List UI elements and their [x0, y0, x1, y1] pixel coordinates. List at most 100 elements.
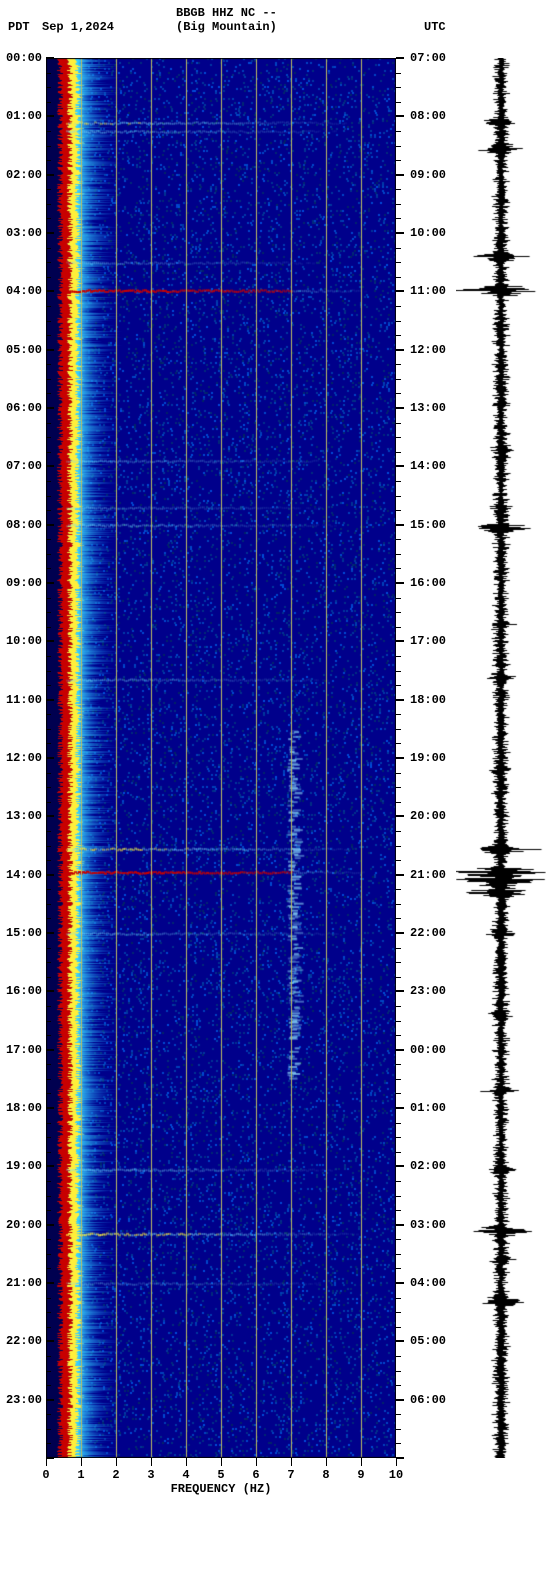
left-time-label: 08:00 — [0, 518, 42, 532]
left-minor-tick — [46, 1414, 51, 1415]
frequency-tick-label: 3 — [147, 1468, 154, 1482]
right-minor-tick — [396, 481, 401, 482]
left-minor-tick — [46, 1137, 51, 1138]
left-minor-tick — [46, 437, 51, 438]
right-minor-tick — [396, 1210, 401, 1211]
right-major-tick — [396, 815, 404, 817]
right-minor-tick — [396, 846, 401, 847]
right-minor-tick — [396, 73, 401, 74]
left-major-tick — [46, 232, 54, 234]
left-time-label: 14:00 — [0, 868, 42, 882]
right-minor-tick — [396, 918, 401, 919]
left-minor-tick — [46, 554, 51, 555]
right-minor-tick — [396, 714, 401, 715]
right-time-label: 05:00 — [410, 1334, 456, 1348]
left-minor-tick — [46, 452, 51, 453]
right-time-label: 13:00 — [410, 401, 456, 415]
right-major-tick — [396, 1340, 404, 1342]
left-minor-tick — [46, 787, 51, 788]
left-major-tick — [46, 290, 54, 292]
right-time-label: 22:00 — [410, 926, 456, 940]
left-minor-tick — [46, 904, 51, 905]
right-major-tick — [396, 1457, 404, 1459]
right-minor-tick — [396, 1385, 401, 1386]
left-major-tick — [46, 174, 54, 176]
left-time-label: 20:00 — [0, 1218, 42, 1232]
left-minor-tick — [46, 379, 51, 380]
right-minor-tick — [396, 568, 401, 569]
left-major-tick — [46, 640, 54, 642]
left-major-tick — [46, 1282, 54, 1284]
right-time-label: 08:00 — [410, 109, 456, 123]
right-minor-tick — [396, 627, 401, 628]
frequency-tick — [221, 1458, 222, 1466]
left-time-label: 17:00 — [0, 1043, 42, 1057]
right-minor-tick — [396, 262, 401, 263]
left-minor-tick — [46, 1006, 51, 1007]
right-major-tick — [396, 640, 404, 642]
left-minor-tick — [46, 1196, 51, 1197]
left-major-tick — [46, 1340, 54, 1342]
left-time-label: 01:00 — [0, 109, 42, 123]
right-major-tick — [396, 407, 404, 409]
left-minor-tick — [46, 1327, 51, 1328]
left-minor-tick — [46, 860, 51, 861]
right-minor-tick — [396, 1443, 401, 1444]
right-major-tick — [396, 1049, 404, 1051]
left-minor-tick — [46, 1093, 51, 1094]
left-time-label: 12:00 — [0, 751, 42, 765]
right-minor-tick — [396, 671, 401, 672]
left-time-label: 16:00 — [0, 984, 42, 998]
right-minor-tick — [396, 1093, 401, 1094]
left-minor-tick — [46, 1035, 51, 1036]
left-minor-tick — [46, 423, 51, 424]
left-time-axis: 00:0001:0002:0003:0004:0005:0006:0007:00… — [0, 58, 46, 1458]
left-minor-tick — [46, 510, 51, 511]
right-major-tick — [396, 1224, 404, 1226]
right-minor-tick — [396, 393, 401, 394]
right-minor-tick — [396, 1371, 401, 1372]
left-major-tick — [46, 874, 54, 876]
right-minor-tick — [396, 1137, 401, 1138]
left-minor-tick — [46, 393, 51, 394]
left-minor-tick — [46, 262, 51, 263]
left-minor-tick — [46, 364, 51, 365]
right-major-tick — [396, 1282, 404, 1284]
left-minor-tick — [46, 1210, 51, 1211]
left-time-label: 04:00 — [0, 284, 42, 298]
header-right-tz: UTC — [424, 20, 446, 34]
right-time-label: 12:00 — [410, 343, 456, 357]
right-minor-tick — [396, 977, 401, 978]
right-minor-tick — [396, 1152, 401, 1153]
left-time-label: 05:00 — [0, 343, 42, 357]
left-minor-tick — [46, 1064, 51, 1065]
left-major-tick — [46, 932, 54, 934]
left-major-tick — [46, 1049, 54, 1051]
right-time-label: 10:00 — [410, 226, 456, 240]
frequency-tick — [116, 1458, 117, 1466]
left-minor-tick — [46, 73, 51, 74]
right-major-tick — [396, 290, 404, 292]
left-major-tick — [46, 465, 54, 467]
frequency-tick — [256, 1458, 257, 1466]
right-minor-tick — [396, 1035, 401, 1036]
right-minor-tick — [396, 131, 401, 132]
left-major-tick — [46, 349, 54, 351]
right-time-label: 17:00 — [410, 634, 456, 648]
left-minor-tick — [46, 204, 51, 205]
right-minor-tick — [396, 904, 401, 905]
right-time-label: 18:00 — [410, 693, 456, 707]
left-minor-tick — [46, 1371, 51, 1372]
frequency-tick-label: 7 — [287, 1468, 294, 1482]
right-minor-tick — [396, 452, 401, 453]
left-minor-tick — [46, 102, 51, 103]
left-minor-tick — [46, 481, 51, 482]
right-minor-tick — [396, 612, 401, 613]
right-minor-tick — [396, 1079, 401, 1080]
left-time-label: 06:00 — [0, 401, 42, 415]
left-minor-tick — [46, 131, 51, 132]
right-major-tick — [396, 874, 404, 876]
right-minor-tick — [396, 860, 401, 861]
left-minor-tick — [46, 729, 51, 730]
left-minor-tick — [46, 846, 51, 847]
